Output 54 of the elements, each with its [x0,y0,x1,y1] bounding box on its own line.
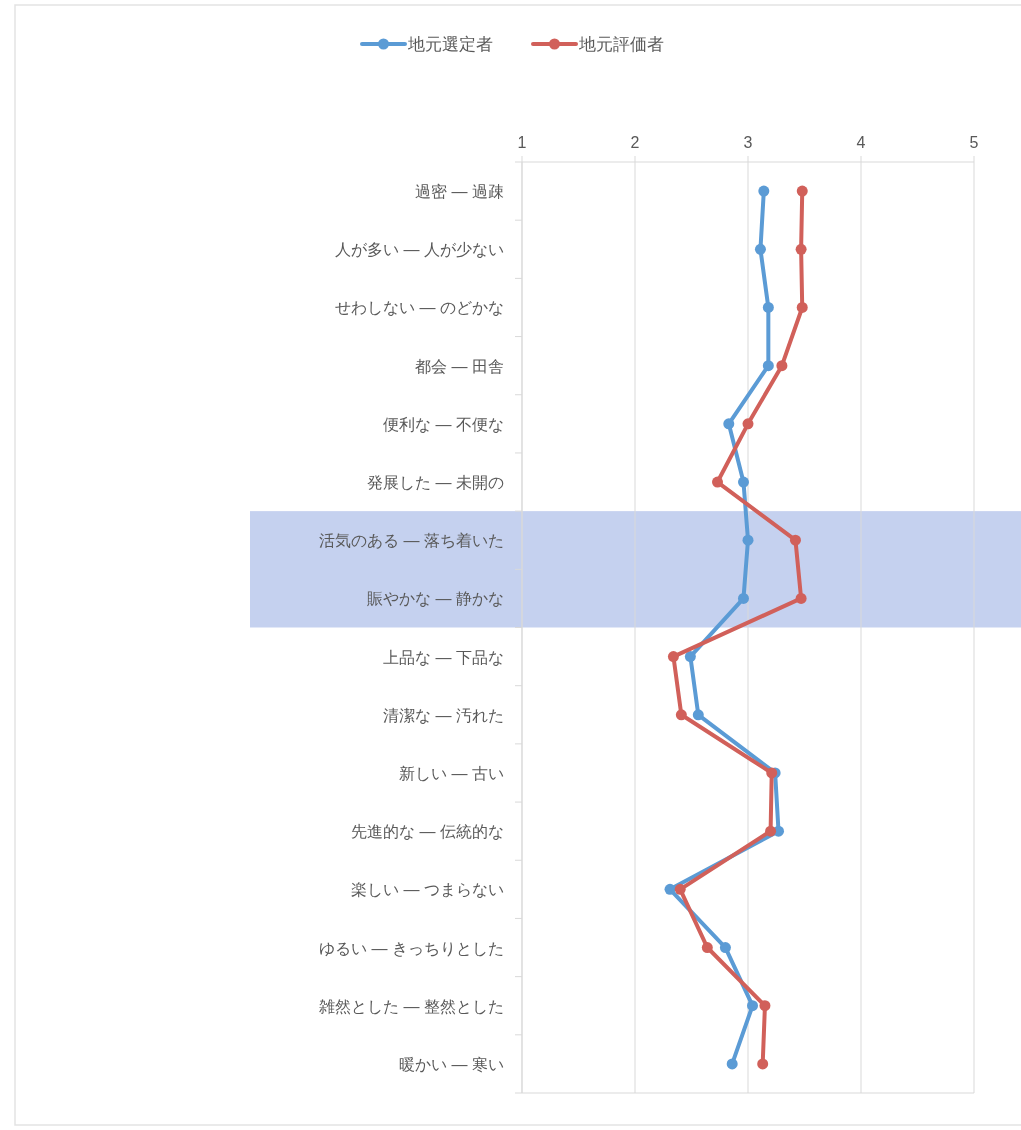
y-tick-label: 楽しい — つまらない [351,881,504,899]
legend-地元選定者: 地元選定者 [360,35,493,54]
point [711,476,723,488]
x-tick-label: 5 [969,134,979,151]
y-tick-label: 上品な — 下品な [383,648,504,666]
legend-label: 地元選定者 [407,35,493,54]
y-tick-label: 活気のある — 落ち着いた [319,532,504,550]
point [684,651,696,663]
legend-label: 地元評価者 [578,35,664,54]
point [737,476,749,488]
y-tick-label: 先進的な — 伝統的な [351,823,504,841]
point [762,301,774,313]
y-tick-label: 便利な — 不便な [383,415,504,433]
y-tick-label: 都会 — 田舎 [415,357,504,375]
point [742,418,754,430]
y-tick-label: せわしない — のどかな [335,299,504,317]
point [664,883,676,895]
point [742,534,754,546]
point [719,942,731,954]
y-tick-label: 発展した — 未開の [367,474,504,492]
point [754,243,766,255]
point [757,1058,769,1070]
y-tick-label: 人が多い — 人が少ない [335,241,504,259]
point [759,1000,771,1012]
y-tick-label: 暖かい — 寒い [399,1055,504,1073]
point [747,1000,759,1012]
point [726,1058,738,1070]
y-tick-label: 賑やかな — 静かな [367,590,504,608]
point [796,301,808,313]
x-tick-label: 3 [743,134,753,151]
y-tick-label: 新しい — 古い [399,764,504,782]
point [758,185,770,197]
x-tick-label: 2 [630,134,640,151]
x-tick-label: 4 [856,134,866,151]
point [765,825,777,837]
point [737,592,749,604]
point [723,418,735,430]
point [796,185,808,197]
point [675,709,687,721]
point [795,592,807,604]
point [762,360,774,372]
point [674,883,686,895]
point [701,942,713,954]
point [692,709,704,721]
y-tick-label: 雑然とした — 整然とした [319,997,504,1015]
point [667,651,679,663]
x-tick-label: 1 [517,134,527,151]
y-tick-label: 過密 — 過疎 [415,183,504,201]
y-tick-label: ゆるい — きっちりとした [319,939,504,957]
point [776,360,788,372]
point [789,534,801,546]
point [795,243,807,255]
y-tick-label: 清潔な — 汚れた [383,706,504,724]
legend-地元評価者: 地元評価者 [531,35,664,54]
